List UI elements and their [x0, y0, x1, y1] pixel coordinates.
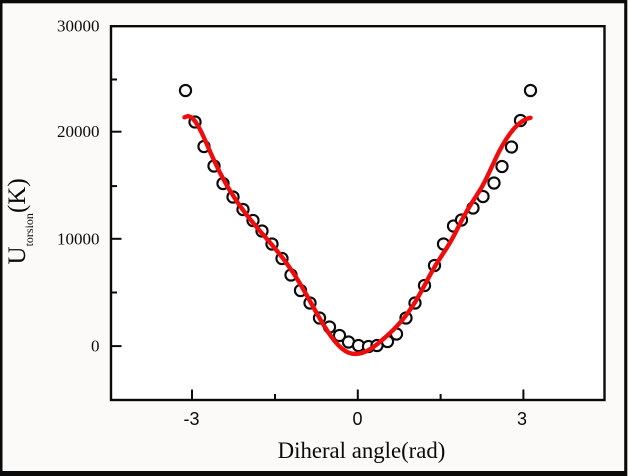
svg-text:0: 0	[91, 337, 100, 356]
svg-text:Diheral angle(rad): Diheral angle(rad)	[278, 438, 446, 463]
svg-text:-3: -3	[183, 409, 199, 429]
svg-text:20000: 20000	[57, 122, 100, 141]
svg-text:3: 3	[517, 409, 527, 429]
svg-text:0: 0	[352, 409, 362, 429]
svg-text:30000: 30000	[57, 17, 100, 36]
svg-text:10000: 10000	[57, 229, 100, 248]
